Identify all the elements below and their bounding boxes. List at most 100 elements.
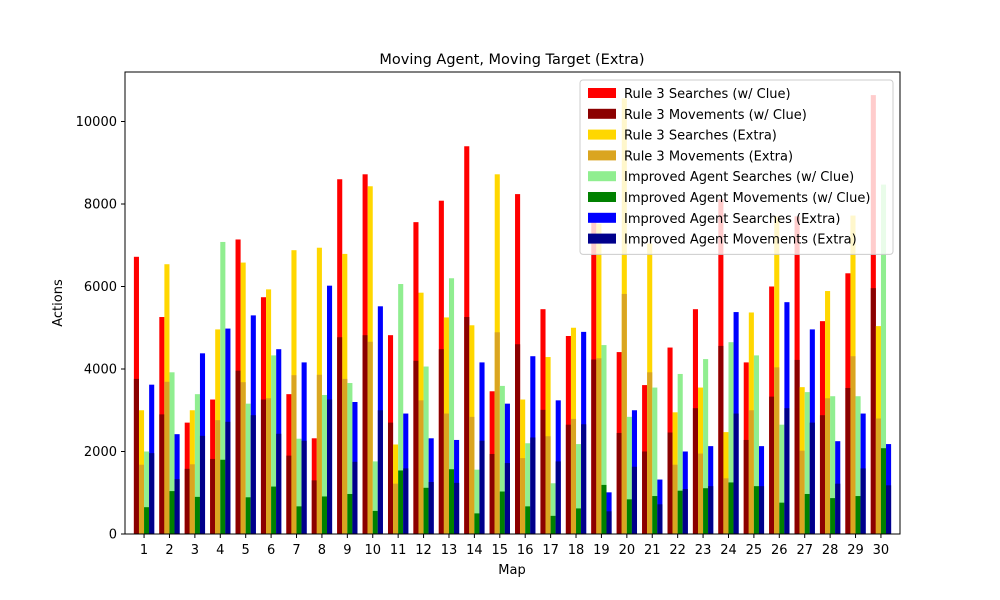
bars-layer <box>133 95 892 535</box>
x-tick-label: 21 <box>644 543 661 558</box>
bar-movements <box>225 421 231 534</box>
x-tick-label: 28 <box>822 543 839 558</box>
y-axis-ticks: 0 2000 4000 6000 8000 10000 <box>76 115 125 543</box>
x-tick-label: 17 <box>542 543 559 558</box>
bar-movements <box>845 387 851 534</box>
bar-movements <box>825 398 831 534</box>
bar-movements <box>657 504 663 534</box>
bar-searches <box>296 438 302 534</box>
bar-searches <box>703 359 709 534</box>
bar-movements <box>591 359 597 534</box>
bar-movements <box>342 378 348 534</box>
bar-searches <box>448 278 455 534</box>
bar-movements <box>601 484 607 534</box>
x-tick-label: 14 <box>466 543 483 558</box>
bar-searches <box>779 424 785 534</box>
bar-movements <box>377 410 383 534</box>
x-tick-label: 8 <box>318 543 326 558</box>
bar-movements <box>570 418 577 534</box>
bar-movements <box>423 487 429 534</box>
bar-movements <box>469 416 475 534</box>
bar-movements <box>174 479 180 534</box>
bar-movements <box>581 424 587 534</box>
bar-movements <box>880 448 887 534</box>
x-tick-label: 18 <box>568 543 585 558</box>
bar-movements <box>372 510 378 534</box>
bar-searches <box>550 483 556 534</box>
x-tick-label: 16 <box>517 543 534 558</box>
x-tick-label: 13 <box>441 543 458 558</box>
x-tick-label: 25 <box>746 543 763 558</box>
x-tick-label: 22 <box>669 543 686 558</box>
bar-movements <box>677 490 683 534</box>
legend-box <box>579 79 894 255</box>
bar-movements <box>286 455 292 534</box>
bar-movements <box>723 478 729 534</box>
x-tick-label: 19 <box>593 543 610 558</box>
legend-swatch <box>588 88 616 98</box>
legend-label: Rule 3 Movements (Extra) <box>624 149 793 164</box>
bar-movements <box>652 496 658 534</box>
legend-label: Rule 3 Movements (w/ Clue) <box>624 108 807 123</box>
x-tick-label: 10 <box>364 543 381 558</box>
bar-movements <box>220 459 226 534</box>
x-tick-label: 30 <box>873 543 890 558</box>
bar-movements <box>260 399 267 534</box>
x-tick-label: 15 <box>492 543 509 558</box>
bar-movements <box>748 410 754 534</box>
y-tick-label: 10000 <box>76 115 117 130</box>
bar-movements <box>266 398 272 534</box>
bar-movements <box>718 345 724 534</box>
x-tick-label: 7 <box>292 543 300 558</box>
x-tick-label: 6 <box>267 543 275 558</box>
bar-movements <box>464 317 470 534</box>
legend: Rule 3 Searches (w/ Clue) Rule 3 Movement… <box>579 79 894 255</box>
bar-movements <box>235 370 241 534</box>
bar-movements <box>454 482 460 534</box>
bar-movements <box>642 451 648 534</box>
bar-movements <box>886 485 892 534</box>
bar-movements <box>321 496 328 534</box>
bar-movements <box>403 468 409 534</box>
y-axis-label: Actions <box>51 279 66 327</box>
bar-movements <box>194 496 200 534</box>
bar-movements <box>144 507 150 534</box>
bar-movements <box>576 508 582 534</box>
bar-movements <box>387 422 394 534</box>
x-axis-label: Map <box>498 563 525 578</box>
x-tick-label: 20 <box>619 543 636 558</box>
bar-movements <box>184 468 190 534</box>
y-tick-label: 2000 <box>84 445 117 460</box>
bar-movements <box>240 382 246 534</box>
x-axis-ticks: 1 2 3 4 5 6 7 8 9 10 11 12 13 14 15 16 17 18 19 20 21 22 23 24 2… <box>140 534 889 558</box>
bar-movements <box>189 464 195 534</box>
bar-movements <box>250 415 256 534</box>
bar-searches <box>753 355 759 534</box>
bar-movements <box>835 483 841 534</box>
bar-movements <box>692 408 698 534</box>
legend-swatch <box>588 212 616 223</box>
y-tick-label: 4000 <box>84 363 117 378</box>
legend-label: Improved Agent Movements (w/ Clue) <box>624 191 870 206</box>
bar-movements <box>525 506 531 534</box>
bar-movements <box>337 337 343 534</box>
x-tick-label: 3 <box>191 543 199 558</box>
bar-movements <box>479 440 485 534</box>
bar-searches <box>169 372 175 534</box>
bar-searches <box>728 342 734 534</box>
bar-movements <box>616 432 622 534</box>
bar-movements <box>703 488 709 534</box>
bar-movements <box>210 458 216 534</box>
legend-label: Improved Agent Searches (w/ Clue) <box>624 170 854 185</box>
bar-searches <box>855 396 861 534</box>
legend-label: Rule 3 Searches (Extra) <box>624 129 777 144</box>
bar-movements <box>352 461 358 534</box>
bar-movements <box>133 378 139 534</box>
bar-movements <box>555 461 561 534</box>
legend-swatch <box>588 192 616 202</box>
bar-movements <box>316 374 322 534</box>
x-tick-label: 4 <box>216 543 224 558</box>
y-tick-label: 8000 <box>84 198 117 213</box>
bar-movements <box>809 422 815 534</box>
